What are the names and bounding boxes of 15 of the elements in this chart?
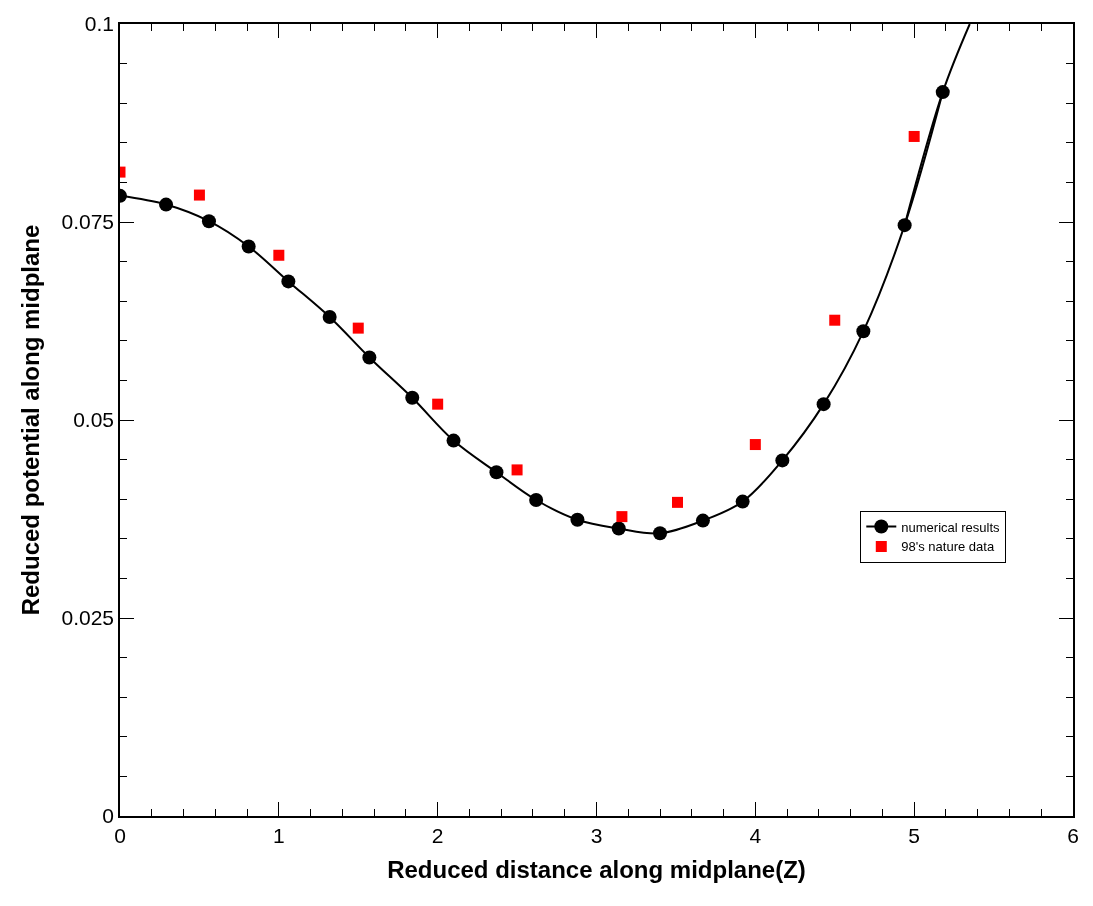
y-tick-label: 0.025 xyxy=(61,606,115,630)
y-tick-label: 0.075 xyxy=(61,210,115,234)
x-tick-label: 4 xyxy=(749,823,762,847)
y-tick-label: 0.05 xyxy=(73,408,115,432)
y-tick-label: 0.1 xyxy=(84,12,115,36)
y-tick-label: 0 xyxy=(102,804,115,828)
x-axis-title: Reduced distance along midplane(Z) xyxy=(387,855,806,883)
legend-label: 98's nature data xyxy=(901,539,995,555)
x-tick-label: 5 xyxy=(908,823,921,847)
x-tick-label: 2 xyxy=(431,823,444,847)
y-axis-title: Reduced potential along midplane xyxy=(17,224,45,616)
x-tick-label: 3 xyxy=(590,823,603,847)
x-tick-label: 6 xyxy=(1067,823,1079,847)
x-tick-label: 1 xyxy=(272,823,285,847)
legend-label: numerical results xyxy=(901,519,1001,535)
